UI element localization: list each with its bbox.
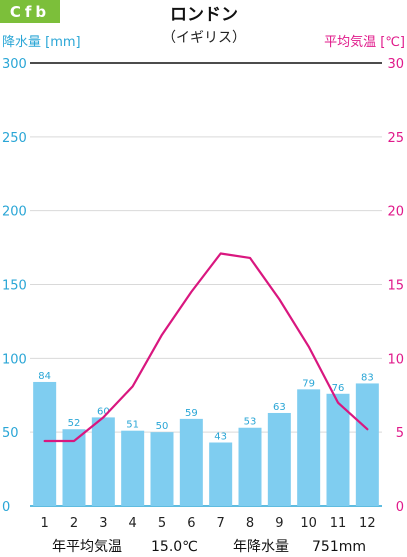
y2-tick-label: 20: [387, 205, 404, 220]
precipitation-bar: [326, 393, 350, 506]
precipitation-bar: [179, 418, 203, 506]
annual-summary: 年平均気温 15.0℃ 年降水量 751mm: [52, 539, 366, 555]
y-axis-label-precipitation: 降水量 [mm]: [2, 35, 81, 50]
precipitation-bar: [91, 417, 115, 506]
y-tick-label: 150: [2, 279, 27, 294]
precipitation-bars: 84 52 60 51 50 59 43 53 63 79 76 83: [33, 371, 379, 506]
y2-tick-label: 5: [396, 426, 404, 441]
precipitation-bar: [297, 389, 321, 506]
x-tick-label: 11: [330, 516, 347, 531]
x-tick-label: 5: [158, 516, 166, 531]
y-tick-label: 300: [2, 57, 27, 72]
x-tick-label: 6: [187, 516, 195, 531]
climate-badge-box: [0, 0, 60, 23]
y-tick-label: 200: [2, 205, 27, 220]
precipitation-bar: [150, 432, 174, 506]
precipitation-bar: [33, 381, 57, 506]
x-tick-label: 12: [359, 516, 376, 531]
x-tick-label: 9: [275, 516, 283, 531]
climate-badge-text: Cfb: [10, 3, 50, 21]
chart-title: ロンドン: [170, 5, 238, 25]
annual-temp-label: 年平均気温: [52, 539, 122, 555]
bar-data-label: 53: [244, 417, 257, 428]
y-tick-label: 50: [2, 426, 19, 441]
bar-data-label: 83: [361, 372, 374, 383]
bar-data-label: 84: [38, 371, 51, 382]
x-tick-label: 2: [70, 516, 78, 531]
precipitation-bar: [121, 430, 145, 506]
precipitation-bar: [238, 427, 262, 506]
x-tick-label: 7: [217, 516, 225, 531]
bar-data-label: 76: [332, 383, 345, 394]
bar-data-label: 79: [302, 378, 315, 389]
y2-tick-label: 10: [387, 352, 404, 367]
precipitation-bar: [355, 383, 379, 506]
bar-data-label: 51: [126, 420, 139, 431]
y-tick-label: 100: [2, 352, 27, 367]
x-tick-label: 3: [99, 516, 107, 531]
bar-data-label: 63: [273, 402, 286, 413]
annual-precip-label: 年降水量: [233, 539, 289, 555]
bar-data-label: 52: [68, 418, 81, 429]
bar-data-label: 50: [156, 421, 169, 432]
y2-tick-label: 25: [387, 131, 404, 146]
grid-layer: [30, 62, 382, 507]
annual-temp-value: 15.0℃: [151, 539, 198, 555]
precipitation-bar: [267, 412, 291, 506]
bar-data-label: 60: [97, 406, 110, 417]
y2-tick-label: 30: [387, 57, 404, 72]
temperature-line-layer: [43, 252, 369, 443]
precipitation-bar: [62, 429, 86, 506]
annual-precip-value: 751mm: [312, 539, 366, 555]
y2-tick-label: 15: [387, 279, 404, 294]
y2-tick-label: 0: [396, 500, 404, 515]
bar-data-label: 43: [214, 432, 227, 443]
precipitation-bar: [209, 442, 233, 506]
climate-badge: Cfb: [0, 0, 60, 23]
x-tick-label: 1: [41, 516, 49, 531]
y2-axis-label-temperature: 平均気温 [℃]: [324, 34, 405, 50]
x-tick-label: 4: [129, 516, 137, 531]
bar-data-label: 59: [185, 408, 198, 419]
x-tick-label: 10: [300, 516, 317, 531]
x-tick-label: 8: [246, 516, 254, 531]
chart-subtitle: （イギリス）: [162, 30, 246, 46]
temperature-line: [43, 252, 369, 443]
y-tick-label: 0: [2, 500, 10, 515]
y-tick-label: 250: [2, 131, 27, 146]
